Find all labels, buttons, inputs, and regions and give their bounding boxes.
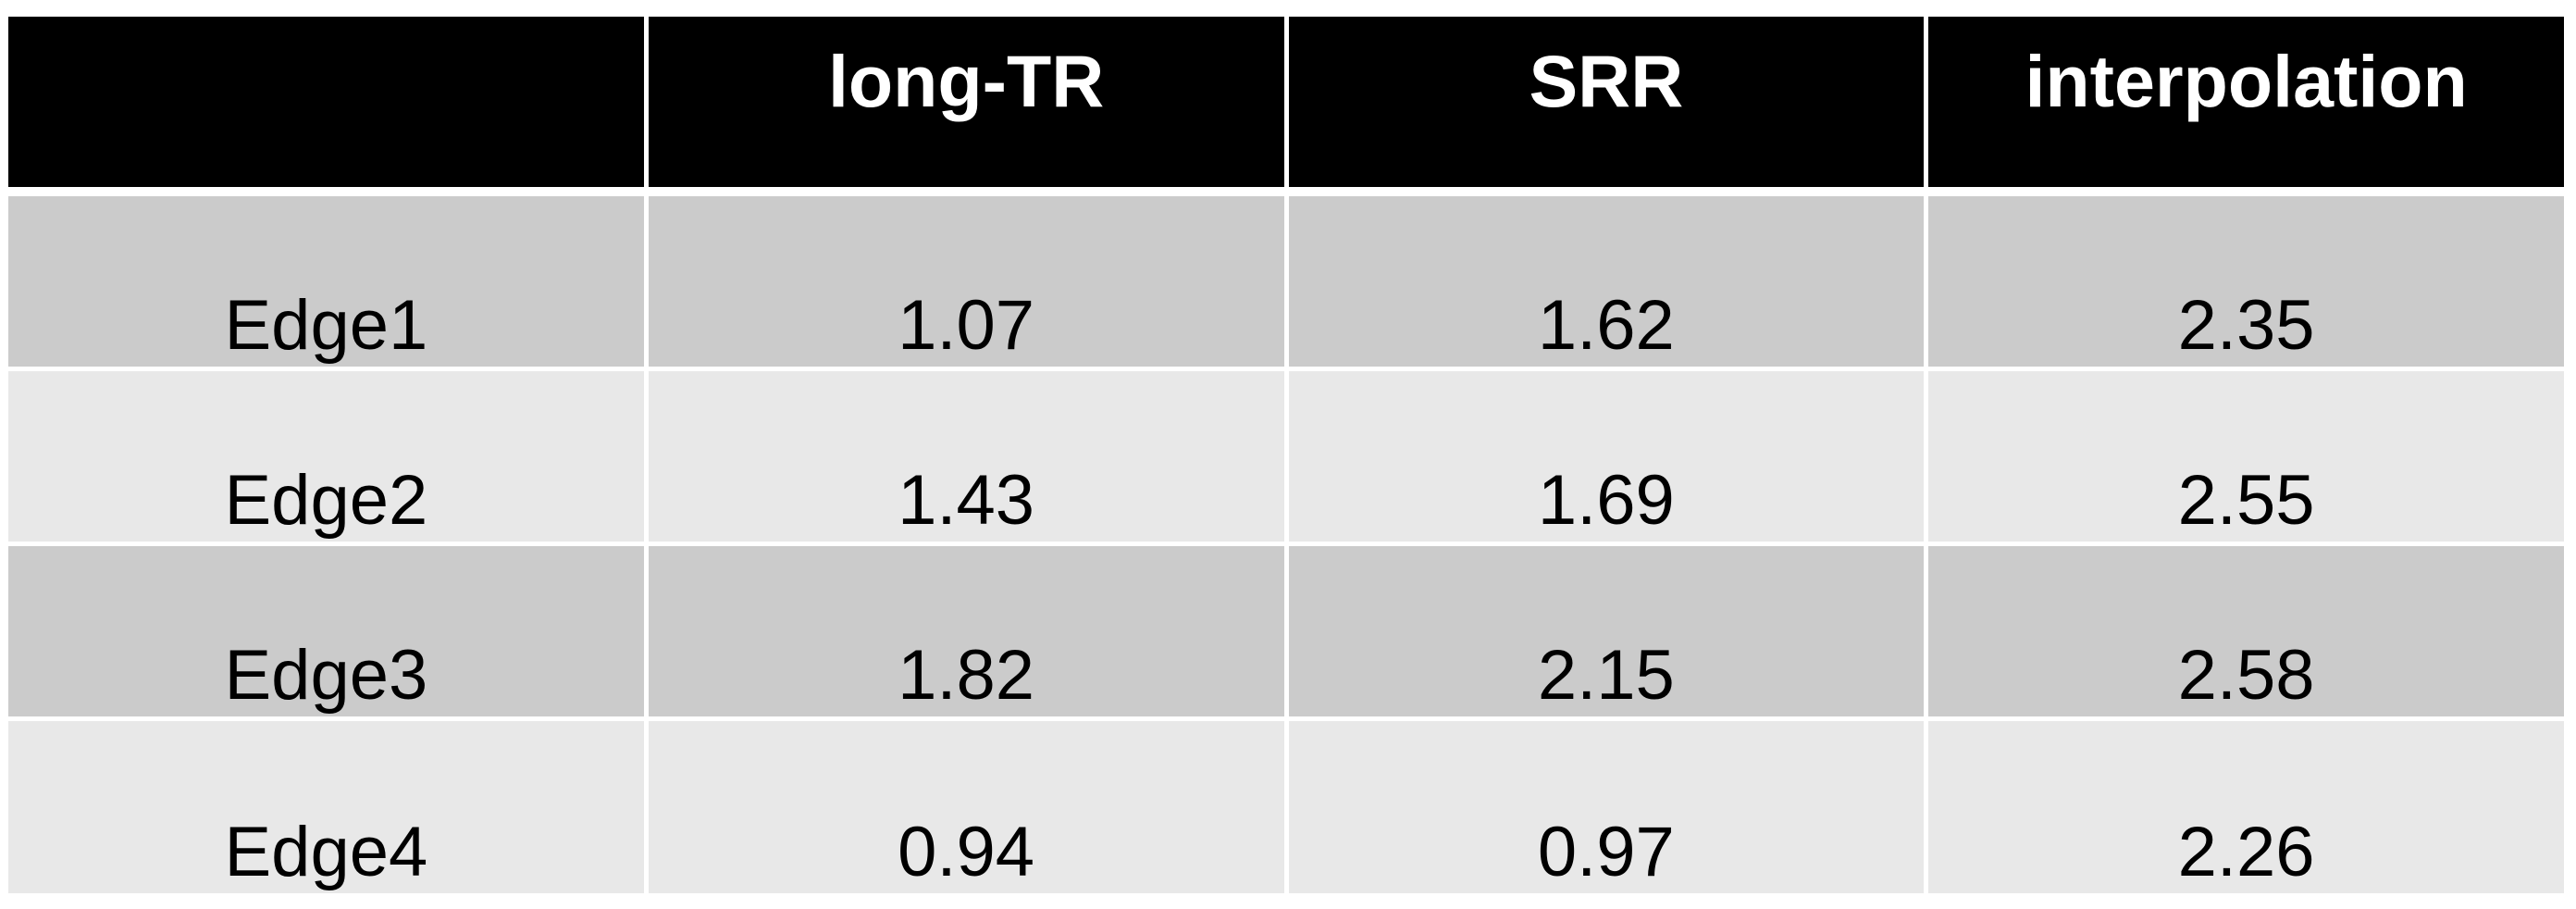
row-label: Edge2 xyxy=(8,371,644,542)
table-row-edge4: Edge4 0.94 0.97 2.26 xyxy=(8,721,2564,893)
cell-value: 2.58 xyxy=(1928,546,2564,716)
cell-value: 2.35 xyxy=(1928,196,2564,367)
cell-value: 1.82 xyxy=(648,546,1284,716)
table-row-edge3: Edge3 1.82 2.15 2.58 xyxy=(8,546,2564,716)
cell-value: 1.43 xyxy=(648,371,1284,542)
cell-value: 1.07 xyxy=(648,196,1284,367)
cell-value: 1.69 xyxy=(1288,371,1925,542)
data-table: long-TR SRR interpolation Edge1 1.07 1.6… xyxy=(8,17,2564,898)
cell-value: 2.26 xyxy=(1928,721,2564,893)
cell-value: 2.15 xyxy=(1288,546,1925,716)
table-row-edge2: Edge2 1.43 1.69 2.55 xyxy=(8,371,2564,542)
row-label: Edge4 xyxy=(8,721,644,893)
table-header-row: long-TR SRR interpolation xyxy=(8,17,2564,187)
cell-value: 1.62 xyxy=(1288,196,1925,367)
table-row-edge1: Edge1 1.07 1.62 2.35 xyxy=(8,196,2564,367)
header-cell-blank xyxy=(8,17,644,187)
cell-value: 0.94 xyxy=(648,721,1284,893)
cell-value: 0.97 xyxy=(1288,721,1925,893)
header-cell-srr: SRR xyxy=(1288,17,1925,187)
header-cell-interpolation: interpolation xyxy=(1928,17,2564,187)
row-label: Edge1 xyxy=(8,196,644,367)
row-label: Edge3 xyxy=(8,546,644,716)
cell-value: 2.55 xyxy=(1928,371,2564,542)
header-cell-long-tr: long-TR xyxy=(648,17,1284,187)
